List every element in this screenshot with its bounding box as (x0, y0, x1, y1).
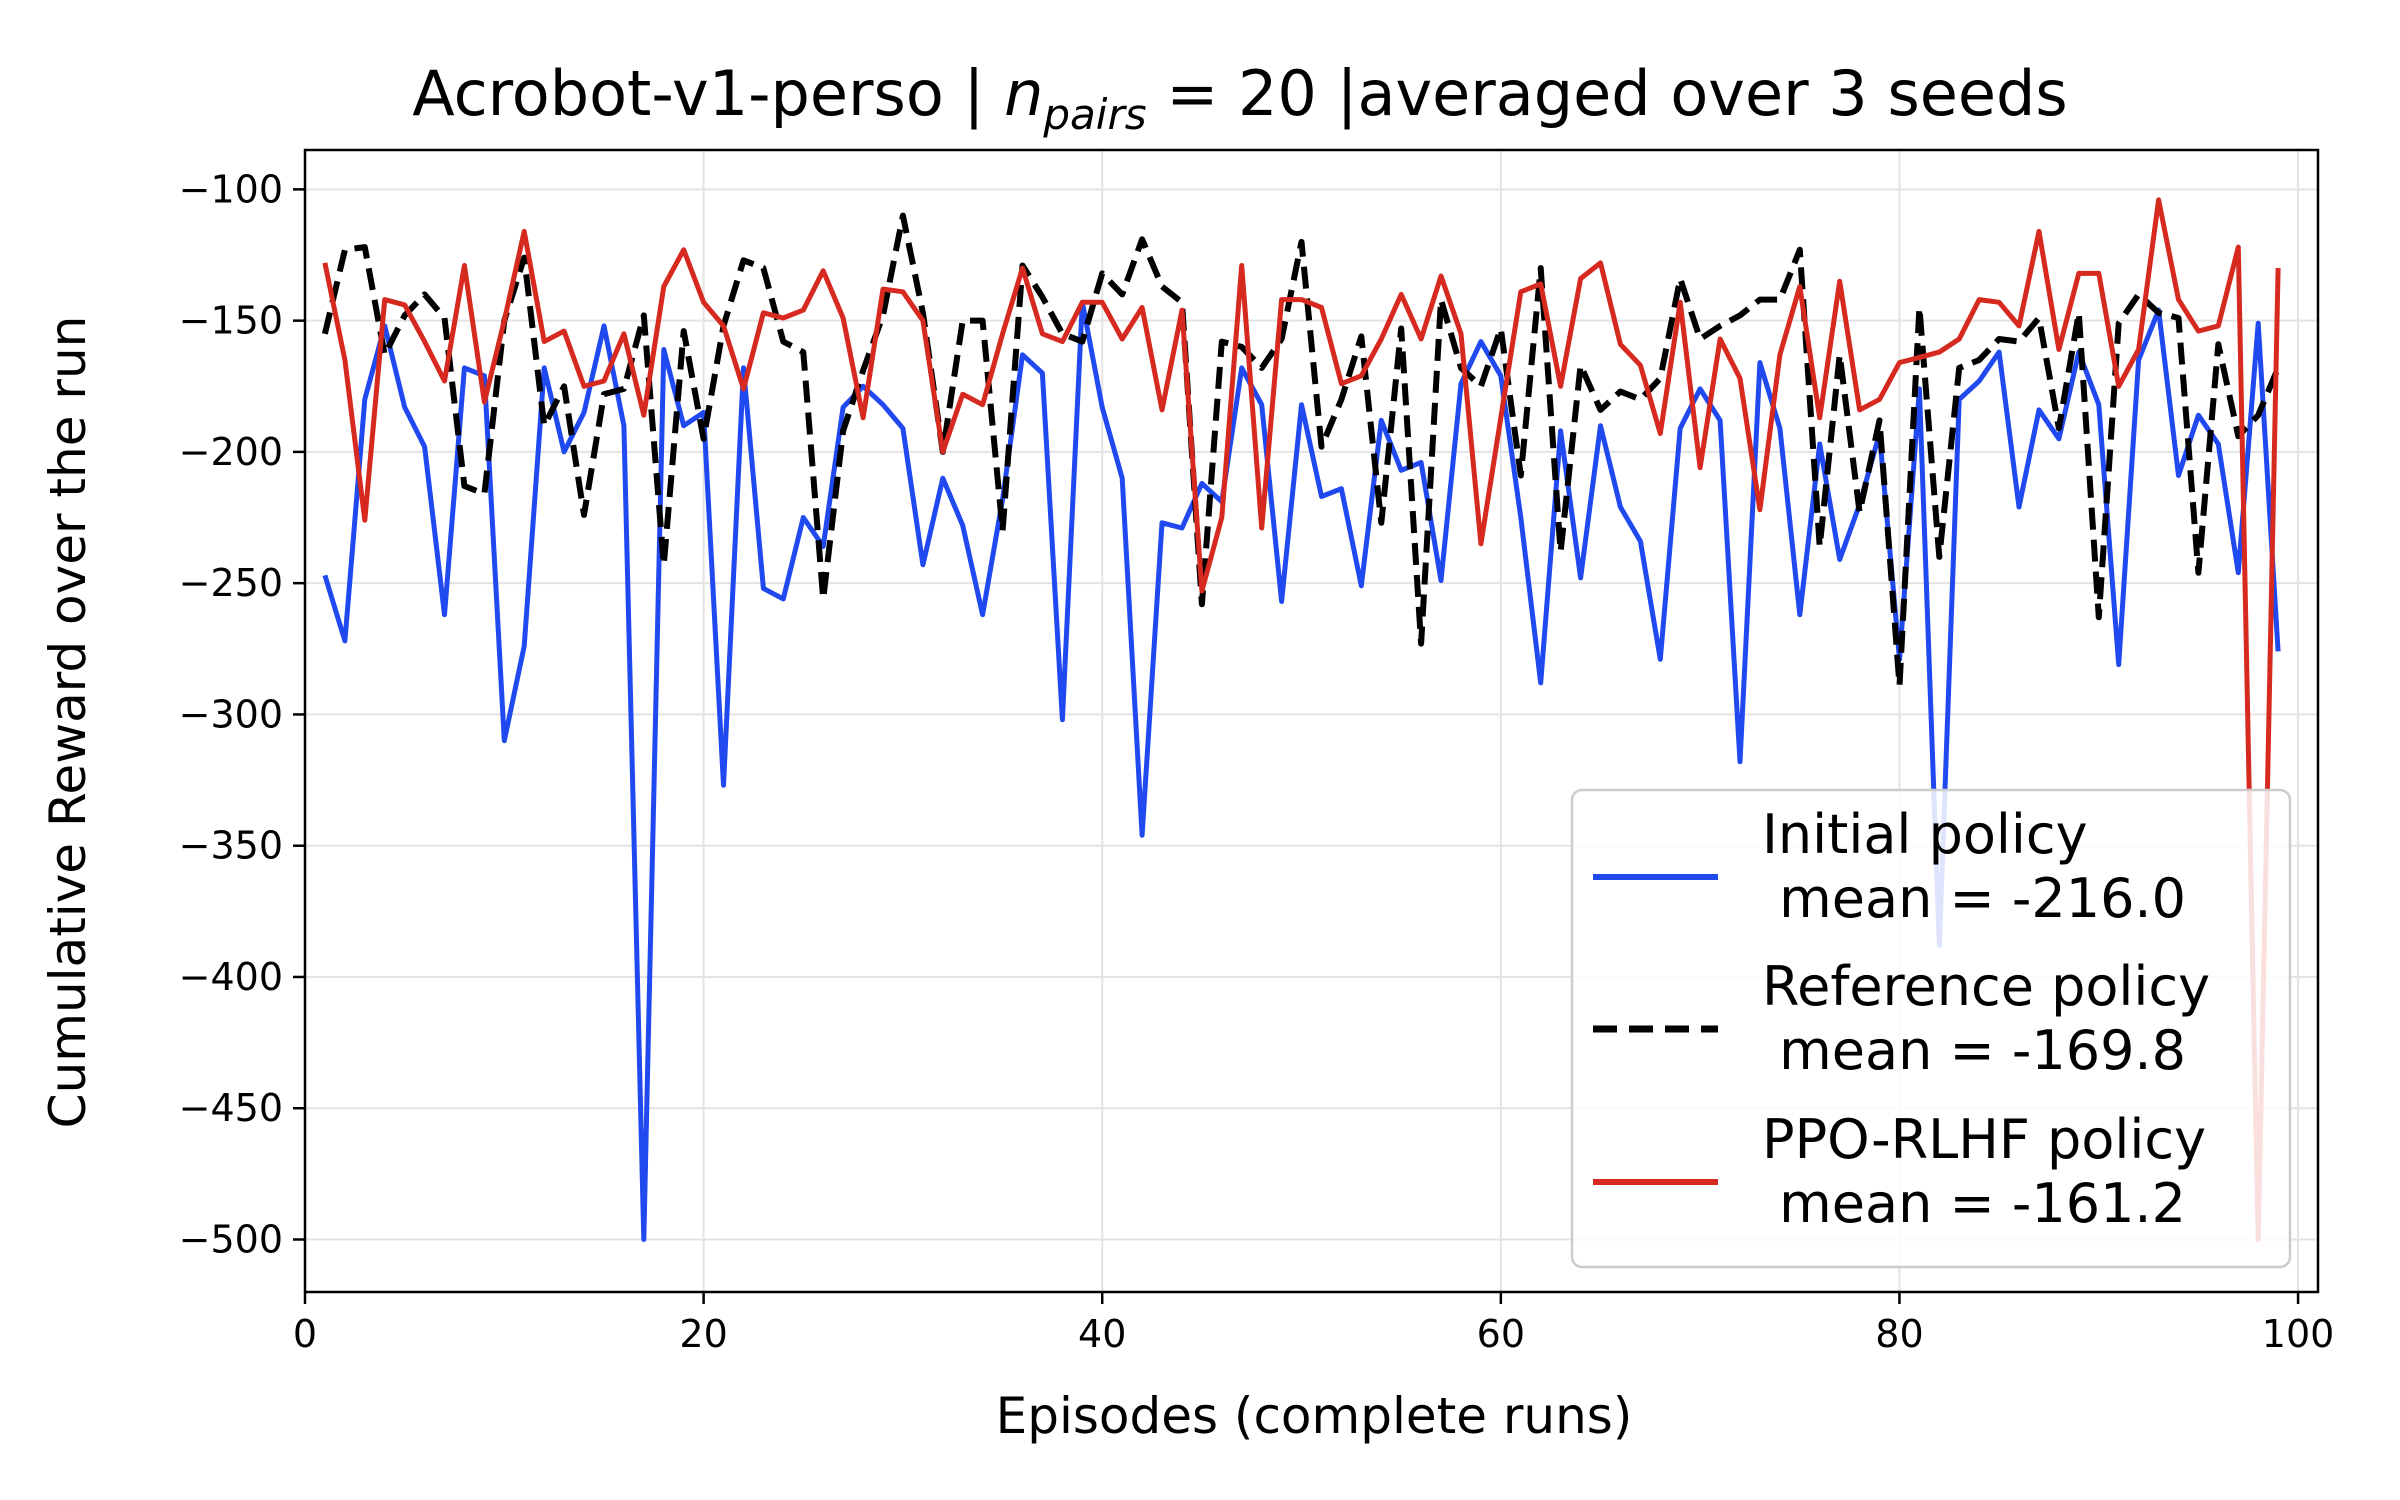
x-axis-label: Episodes (complete runs) (996, 1387, 1633, 1445)
legend-items: Initial policy mean = -216.0 Reference po… (1593, 803, 2210, 1235)
chart-title-suffix: = 20 |averaged over 3 seeds (1147, 57, 2068, 131)
chart-title-math-sub: pairs (1042, 90, 1146, 139)
x-tick-label: 40 (1078, 1312, 1126, 1356)
legend-label-2: Reference policy mean = -169.8 (1762, 955, 2210, 1082)
chart-title-prefix: Acrobot-v1-perso | (412, 57, 1004, 131)
series-lines (321, 197, 2281, 1242)
y-tick-label: −500 (179, 1217, 283, 1261)
series-line-3 (322, 197, 2281, 1242)
x-tick-label: 100 (2262, 1312, 2335, 1356)
y-tick-label: −450 (179, 1086, 283, 1130)
x-axis: 0 20 40 60 80 100 (293, 1292, 2334, 1356)
legend-label-1: Initial policy mean = -216.0 (1762, 803, 2186, 930)
y-axis-label: Cumulative Reward over the run (39, 316, 97, 1129)
series-line-1 (322, 299, 2281, 1242)
legend-box (1570, 788, 2292, 1269)
chart-title: Acrobot-v1-perso | npairs = 20 |averaged… (412, 57, 2067, 139)
legend: Initial policy mean = -216.0 Reference po… (1570, 788, 2292, 1269)
y-tick-label: −100 (179, 167, 283, 211)
y-axis: −100 −150 −200 −250 −300 −350 −400 −450 −500 (179, 167, 305, 1261)
x-tick-label: 80 (1875, 1312, 1923, 1356)
y-tick-label: −300 (179, 692, 283, 736)
plot-frame (303, 148, 2320, 1294)
legend-label-3: PPO-RLHF policy mean = -161.2 (1762, 1108, 2206, 1235)
y-tick-label: −250 (179, 561, 283, 605)
y-tick-label: −150 (179, 299, 283, 343)
chart-title-math-var: n (1004, 57, 1043, 130)
y-tick-label: −350 (179, 824, 283, 868)
y-tick-label: −200 (179, 430, 283, 474)
x-tick-label: 20 (679, 1312, 727, 1356)
series-line-2 (321, 212, 2281, 689)
x-tick-label: 60 (1477, 1312, 1525, 1356)
y-tick-label: −400 (179, 955, 283, 999)
x-tick-label: 0 (293, 1312, 317, 1356)
